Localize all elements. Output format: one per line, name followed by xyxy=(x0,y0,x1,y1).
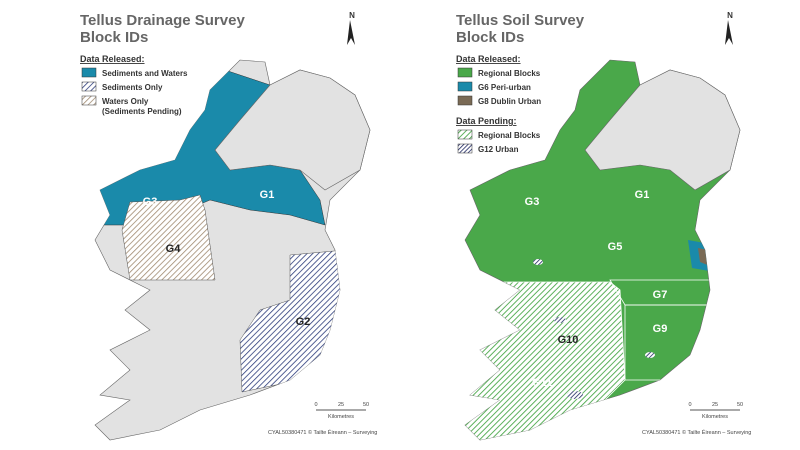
legend-heading: Data Released: xyxy=(456,54,521,64)
legend-swatch xyxy=(81,81,97,92)
map-title: Block IDs xyxy=(80,29,148,46)
legend-heading: Data Released: xyxy=(80,54,145,64)
block-label: G3 xyxy=(525,196,540,208)
legend-label: Waters Only xyxy=(102,97,149,106)
scale-unit: Kilometres xyxy=(328,414,354,420)
legend-swatch xyxy=(81,95,97,106)
legend-label: Regional Blocks xyxy=(478,69,541,78)
block-label: G10 xyxy=(558,334,579,346)
block-label: G9 xyxy=(653,323,668,335)
map-title: Tellus Soil Survey xyxy=(456,12,585,29)
north-arrow xyxy=(725,20,733,45)
legend-label: G6 Peri-urban xyxy=(478,83,531,92)
legend-label: G12 Urban xyxy=(478,145,519,154)
map-title: Block IDs xyxy=(456,29,524,46)
legend-swatch xyxy=(457,67,473,78)
scale-unit: Kilometres xyxy=(702,414,728,420)
legend-heading: Data Pending: xyxy=(456,116,517,126)
scale-label: 25 xyxy=(338,402,344,408)
scale-label: 50 xyxy=(363,402,369,408)
block-label: G11 xyxy=(532,377,552,389)
legend-note: (Sediments Pending) xyxy=(102,107,182,116)
legend-label: Sediments and Waters xyxy=(102,69,188,78)
block-label: G1 xyxy=(635,189,650,201)
soil-map: G3 G1 G5 G7 G9 G10 G11 Tellus Soil Surve… xyxy=(456,11,751,441)
block-label: G7 xyxy=(653,289,668,301)
drainage-map: G3 G1 G4 G2 Tellus Drainage Survey Block… xyxy=(80,11,377,441)
legend-swatch xyxy=(457,143,473,154)
map-title: Tellus Drainage Survey xyxy=(80,12,245,29)
legend-swatch xyxy=(81,67,97,78)
block-label: G1 xyxy=(260,189,275,201)
block-label: G5 xyxy=(608,241,623,253)
north-label: N xyxy=(727,11,733,20)
credit: CYAL50380471 © Tailte Éireann – Surveyin… xyxy=(642,429,751,436)
north-label: N xyxy=(349,11,355,20)
scale-label: 50 xyxy=(737,402,743,408)
north-arrow xyxy=(347,20,355,45)
legend-swatch xyxy=(457,129,473,140)
legend-swatch xyxy=(457,95,473,106)
legend-label: Sediments Only xyxy=(102,83,163,92)
block-label: G3 xyxy=(143,196,158,208)
scale-label: 25 xyxy=(712,402,718,408)
scale-label: 0 xyxy=(314,402,317,408)
legend-label: G8 Dublin Urban xyxy=(478,97,541,106)
scale-label: 0 xyxy=(688,402,691,408)
block-label: G4 xyxy=(166,243,182,255)
block-label: G2 xyxy=(296,316,311,328)
legend-label: Regional Blocks xyxy=(478,131,541,140)
legend-swatch xyxy=(457,81,473,92)
credit: CYAL50380471 © Tailte Éireann – Surveyin… xyxy=(268,429,377,436)
